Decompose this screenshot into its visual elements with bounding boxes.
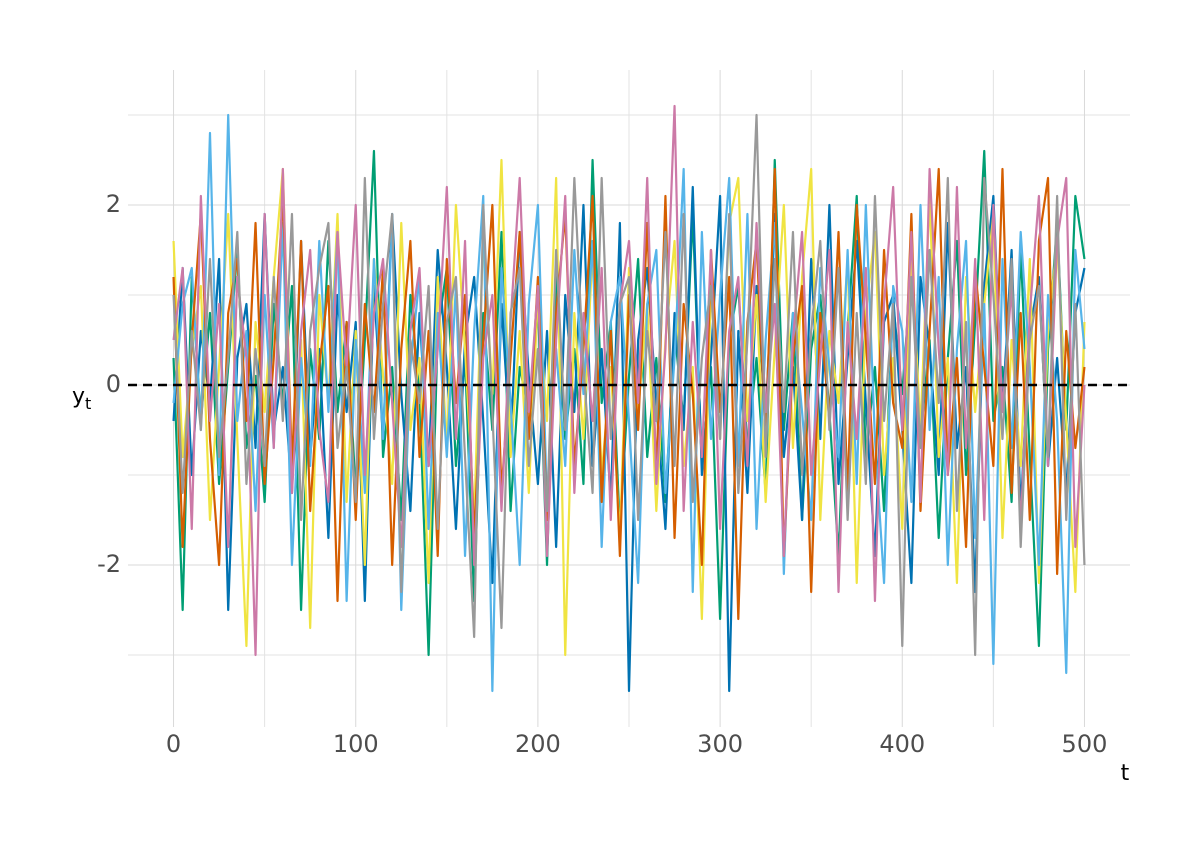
x-tick-label: 500 — [1062, 730, 1108, 758]
x-axis-label: t — [1121, 761, 1130, 786]
x-tick-label: 200 — [515, 730, 561, 758]
y-axis-label-sub: t — [85, 394, 91, 413]
y-axis-label-main: y — [72, 384, 85, 409]
y-tick-label: 2 — [106, 190, 121, 218]
y-tick-label: -2 — [97, 550, 121, 578]
series-line — [172, 113, 1086, 657]
x-tick-label: 400 — [879, 730, 925, 758]
series-line — [172, 104, 1086, 657]
lines — [128, 104, 1130, 693]
y-tick-label: 0 — [106, 370, 121, 398]
x-tick-label: 0 — [166, 730, 181, 758]
labels: 0 100 200 300 400 500 -2 0 2 — [97, 190, 1107, 758]
x-tick-label: 100 — [333, 730, 379, 758]
series-line — [172, 113, 1086, 693]
x-tick-label: 300 — [697, 730, 743, 758]
y-axis-label: yt — [72, 384, 91, 413]
